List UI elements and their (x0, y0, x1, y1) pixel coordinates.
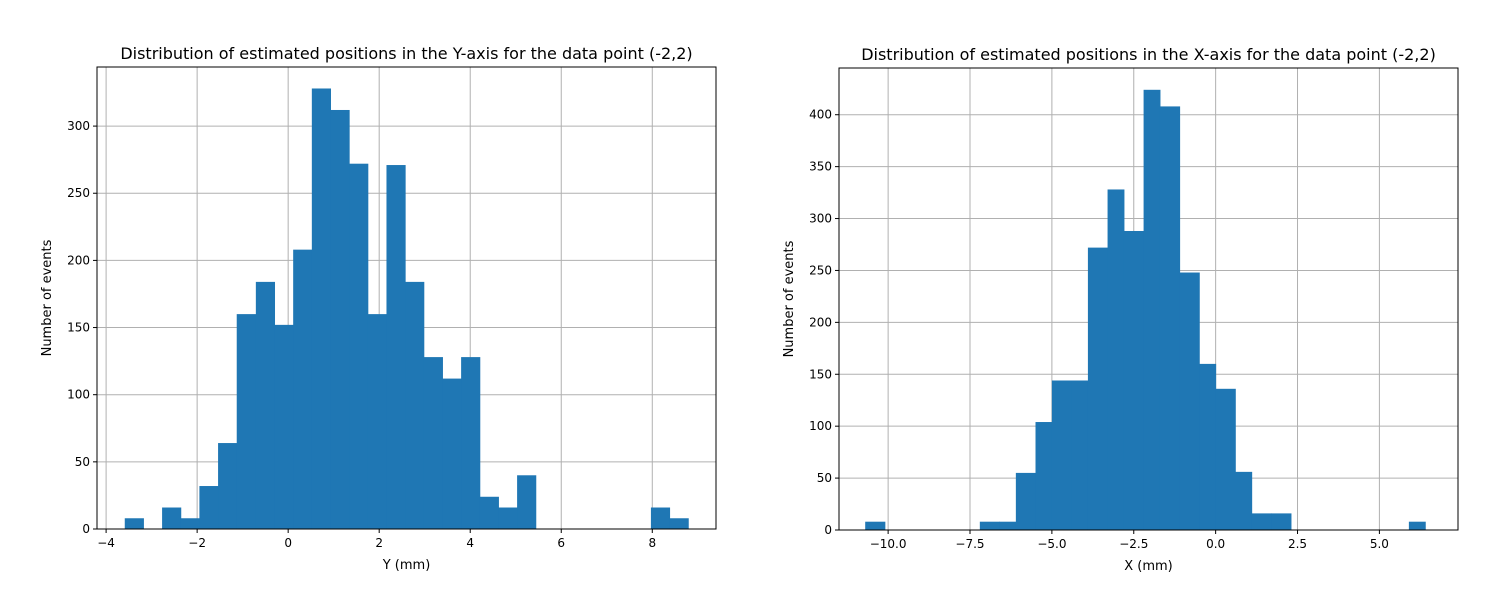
histogram-bar (1215, 388, 1236, 530)
x-tick-label: 2 (375, 536, 383, 550)
histogram-bar (330, 109, 350, 529)
y-tick-label: 350 (809, 160, 832, 174)
x-tick-label: 0.0 (1206, 537, 1225, 551)
histogram-bar (1179, 272, 1200, 530)
histogram-bar (199, 486, 219, 529)
histogram-bar (979, 521, 1000, 530)
histogram-bar (1015, 472, 1037, 530)
histogram-bar (180, 518, 200, 529)
ticks: −4 −2 0 2 4 6 8 0 50 100 150 200 250 300 (67, 119, 656, 550)
histogram-bar (423, 357, 443, 529)
x-tick-label: −7.5 (955, 537, 984, 551)
y-tick-label: 0 (82, 522, 90, 536)
histogram-bar (274, 324, 294, 529)
ticks: −10.0 −7.5 −5.0 −2.5 0.0 2.5 5.0 0 50 100 150 200 25… (809, 108, 1389, 551)
y-tick-label: 100 (67, 388, 90, 402)
x-tick-label: 5.0 (1370, 537, 1389, 551)
histogram-bar (1107, 189, 1125, 530)
y-tick-label: 250 (809, 263, 832, 277)
histogram-bar (1235, 471, 1253, 530)
histogram-bar (1251, 513, 1272, 530)
y-tick-label: 200 (809, 315, 832, 329)
y-tick-label: 300 (809, 212, 832, 226)
histogram-bar (1408, 521, 1426, 530)
histogram-bar (1035, 422, 1053, 530)
histogram-bar (1159, 106, 1181, 530)
chart-x-axis-histogram: −10.0 −7.5 −5.0 −2.5 0.0 2.5 5.0 0 50 100 150 200 25… (782, 45, 1459, 574)
chart-title: Distribution of estimated positions in t… (861, 45, 1436, 64)
y-tick-label: 150 (67, 321, 90, 335)
y-axis-label: Number of events (40, 239, 55, 356)
y-tick-label: 50 (75, 455, 90, 469)
y-tick-label: 200 (67, 253, 90, 267)
histogram-bar (236, 314, 257, 529)
plot-frame (96, 66, 717, 530)
x-tick-label: 6 (557, 536, 565, 550)
histogram-bar (349, 163, 369, 529)
chart-y-axis-histogram: −4 −2 0 2 4 6 8 0 50 100 150 200 250 300 Distribution… (40, 44, 717, 573)
histogram-bar (218, 443, 238, 529)
y-tick-label: 150 (809, 367, 832, 381)
histogram-bar (517, 475, 537, 529)
histogram-bar (669, 518, 689, 529)
histogram-bar (124, 518, 144, 529)
x-tick-label: −5.0 (1037, 537, 1066, 551)
y-tick-label: 50 (817, 471, 832, 485)
histogram-bar (405, 281, 425, 529)
y-tick-label: 300 (67, 119, 90, 133)
histogram-bar (293, 249, 313, 529)
x-tick-label: 2.5 (1288, 537, 1307, 551)
x-tick-label: 0 (284, 536, 292, 550)
chart-title: Distribution of estimated positions in t… (120, 44, 692, 63)
histogram-bar (311, 88, 331, 529)
histogram-bar (1087, 247, 1109, 530)
histogram-bar (999, 521, 1017, 530)
histogram-bar (1123, 230, 1145, 531)
bars (124, 88, 689, 529)
x-tick-label: 8 (648, 536, 656, 550)
grid (97, 67, 716, 530)
x-tick-label: −10.0 (870, 537, 907, 551)
histogram-bar (865, 521, 886, 530)
histogram-bar (442, 378, 462, 529)
histogram-bar (162, 507, 182, 529)
bars (865, 89, 1426, 531)
x-tick-label: −2 (188, 536, 206, 550)
x-tick-label: 4 (466, 536, 474, 550)
x-tick-label: −2.5 (1119, 537, 1148, 551)
histogram-bar (461, 357, 481, 529)
x-axis-label: X (mm) (1124, 559, 1173, 574)
y-tick-label: 0 (824, 523, 832, 537)
histogram-bar (1051, 380, 1073, 530)
histogram-bar (498, 507, 518, 529)
histogram-bar (255, 281, 276, 529)
histogram-bar (650, 507, 671, 529)
histogram-bar (1199, 363, 1217, 530)
histogram-bar (367, 314, 387, 529)
histogram-bar (386, 165, 406, 529)
y-tick-label: 400 (809, 108, 832, 122)
histogram-bar (1271, 513, 1292, 530)
x-axis-label: Y (mm) (382, 558, 431, 573)
x-tick-label: −4 (97, 536, 115, 550)
y-axis-label: Number of events (782, 240, 797, 357)
histogram-bar (1143, 89, 1161, 530)
y-tick-label: 100 (809, 419, 832, 433)
histogram-bar (1071, 380, 1089, 530)
y-tick-label: 250 (67, 186, 90, 200)
histogram-bar (479, 496, 499, 529)
plot-frame (838, 67, 1459, 531)
